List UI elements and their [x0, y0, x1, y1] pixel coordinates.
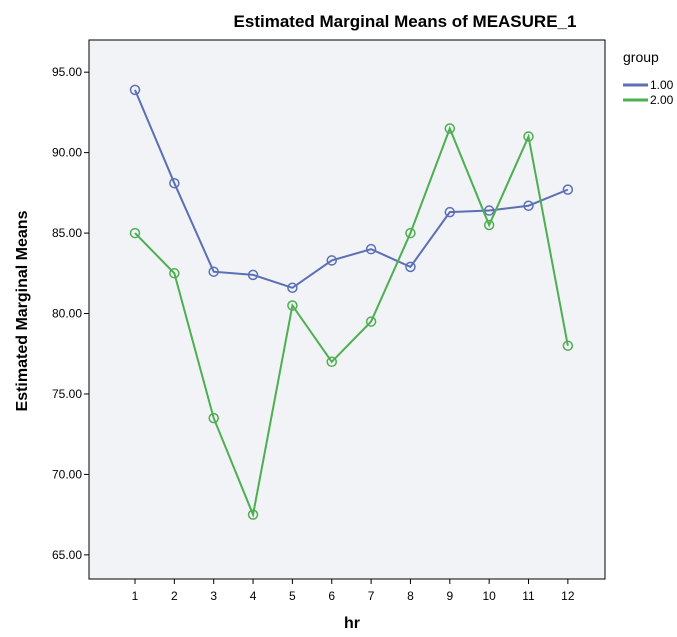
data-point	[483, 205, 495, 216]
x-tick-label: 11	[522, 589, 535, 603]
data-point	[444, 206, 456, 218]
data-point	[523, 131, 534, 142]
data-point	[169, 177, 180, 189]
x-tick-label: 2	[171, 589, 178, 603]
data-point	[483, 219, 495, 231]
plot-area	[88, 39, 606, 580]
x-tick-label: 5	[289, 589, 296, 603]
y-tick-label: 90.00	[52, 146, 82, 160]
legend-label: 2.00	[650, 93, 674, 107]
legend: group 1.002.00	[623, 49, 674, 107]
x-tick-label: 4	[250, 589, 257, 603]
series-layer	[129, 84, 574, 520]
y-tick-label: 75.00	[52, 387, 82, 401]
data-point	[405, 261, 416, 273]
data-point	[208, 266, 219, 277]
y-axis-title: Estimated Marginal Means	[14, 210, 31, 411]
data-point	[326, 255, 337, 266]
y-tick-label: 80.00	[52, 307, 82, 321]
y-tick-label: 85.00	[52, 226, 82, 240]
data-point	[247, 269, 259, 281]
data-point	[287, 282, 298, 294]
x-tick-label: 1	[132, 589, 139, 603]
x-tick-label: 8	[407, 589, 414, 603]
data-point	[129, 84, 141, 96]
data-point	[208, 412, 219, 424]
x-tick-label: 7	[368, 589, 375, 603]
x-tick-label: 10	[482, 589, 496, 603]
x-tick-label: 3	[210, 589, 217, 603]
data-point	[523, 200, 534, 211]
x-tick-label: 12	[561, 589, 575, 603]
legend-label: 1.00	[650, 78, 674, 92]
y-tick-label: 95.00	[52, 65, 82, 79]
data-point	[562, 184, 574, 195]
chart-title: Estimated Marginal Means of MEASURE_1	[234, 12, 577, 31]
data-point	[365, 316, 377, 327]
data-point	[169, 268, 180, 279]
data-point	[444, 123, 456, 134]
x-tick-label: 9	[446, 589, 453, 603]
y-tick-label: 65.00	[52, 548, 82, 562]
series-2	[129, 123, 574, 520]
y-axis: 65.00 70.00 75.00 80.00 85.00 90.00 95.00	[52, 65, 89, 562]
data-point	[247, 509, 259, 520]
y-tick-label: 70.00	[52, 467, 82, 481]
x-tick-label: 6	[328, 589, 335, 603]
data-point	[405, 227, 416, 239]
data-point	[287, 300, 298, 311]
x-axis: 1 2 3 4 5 6 7 8 9 10 11 12	[132, 579, 575, 603]
legend-title: group	[623, 49, 659, 65]
data-point	[365, 243, 377, 255]
series-line	[134, 125, 569, 519]
data-point	[129, 227, 141, 239]
data-point	[326, 356, 337, 368]
x-axis-title: hr	[344, 615, 360, 632]
data-point	[562, 340, 574, 351]
